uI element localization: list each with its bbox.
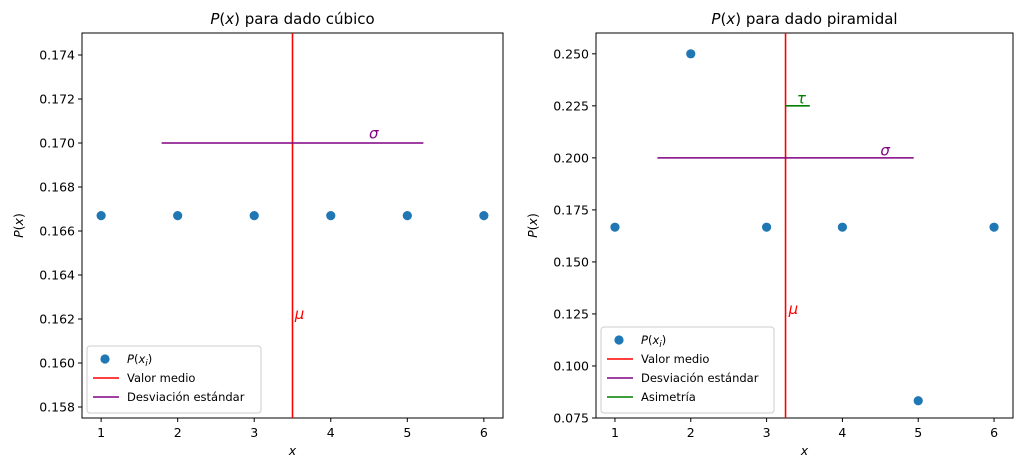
y-tick-label: 0.164	[39, 268, 75, 283]
legend-label: P(xi)	[127, 352, 152, 369]
y-tick-label: 0.150	[553, 254, 589, 269]
y-tick-label: 0.175	[553, 202, 589, 217]
y-tick-label: 0.166	[39, 224, 75, 239]
legend-label: Valor medio	[127, 371, 195, 385]
x-tick-label: 5	[914, 425, 922, 440]
data-point	[989, 222, 999, 232]
x-tick-label: 5	[403, 425, 411, 440]
data-point	[173, 211, 183, 221]
data-point	[402, 211, 412, 221]
legend-label: Desviación estándar	[641, 371, 759, 385]
chart-title: P(x) para dado piramidal	[711, 10, 897, 28]
legend-label: Valor medio	[641, 352, 709, 366]
y-tick-label: 0.162	[39, 312, 75, 327]
y-tick-label: 0.160	[39, 356, 75, 371]
legend-box	[600, 326, 775, 414]
y-axis-label: P(x)	[11, 213, 26, 238]
legend-label: Asimetría	[641, 390, 696, 404]
legend-label: Desviación estándar	[127, 390, 245, 404]
y-tick-label: 0.225	[553, 98, 589, 113]
data-point	[610, 222, 620, 232]
line-annotation: τ	[797, 89, 807, 107]
y-tick-label: 0.100	[553, 358, 589, 373]
y-tick-label: 0.158	[39, 400, 75, 415]
x-tick-label: 3	[250, 425, 258, 440]
legend-marker	[614, 335, 624, 345]
y-tick-label: 0.174	[39, 48, 75, 63]
line-annotation: μ	[788, 300, 799, 318]
line-annotation: μ	[294, 305, 305, 323]
chart-title: P(x) para dado cúbico	[210, 10, 374, 28]
y-axis-label: P(x)	[525, 213, 540, 238]
x-tick-label: 6	[480, 425, 488, 440]
data-point	[837, 222, 848, 232]
line-annotation: σ	[369, 125, 379, 143]
data-point	[326, 211, 336, 221]
x-tick-label: 2	[687, 425, 695, 440]
line-annotation: σ	[880, 141, 890, 159]
legend-box	[86, 345, 262, 414]
x-axis-label: x	[288, 443, 297, 458]
x-tick-label: 1	[611, 425, 619, 440]
legend-label: P(xi)	[641, 333, 666, 350]
legend-marker	[100, 354, 110, 364]
chart-dado-piramidal: 1 2 3 4 5 6 0.075 0.100 0.125 0.150 0.175 0.200 0.22…	[525, 10, 1014, 458]
x-tick-label: 1	[97, 425, 105, 440]
y-tick-label: 0.172	[39, 92, 75, 107]
data-point	[761, 222, 772, 232]
x-tick-label: 2	[174, 425, 182, 440]
y-tick-label: 0.125	[553, 306, 589, 321]
data-point	[686, 49, 696, 59]
data-point	[96, 211, 106, 221]
y-tick-label: 0.250	[553, 46, 589, 61]
chart-dado-cubico: 1 2 3 4 5 6 0.158 0.160 0.162 0.164 0.166 0.168 0.17…	[11, 10, 504, 458]
data-point	[249, 211, 259, 221]
x-tick-label: 6	[990, 425, 998, 440]
data-point	[479, 211, 489, 221]
y-tick-label: 0.168	[39, 180, 75, 195]
y-tick-label: 0.170	[39, 136, 75, 151]
x-axis-label: x	[800, 443, 809, 458]
data-point	[913, 396, 923, 406]
x-tick-label: 3	[763, 425, 771, 440]
x-tick-label: 4	[327, 425, 335, 440]
x-tick-label: 4	[838, 425, 846, 440]
y-tick-label: 0.200	[553, 150, 589, 165]
y-tick-label: 0.075	[553, 411, 589, 426]
plot-frame	[595, 32, 1014, 419]
